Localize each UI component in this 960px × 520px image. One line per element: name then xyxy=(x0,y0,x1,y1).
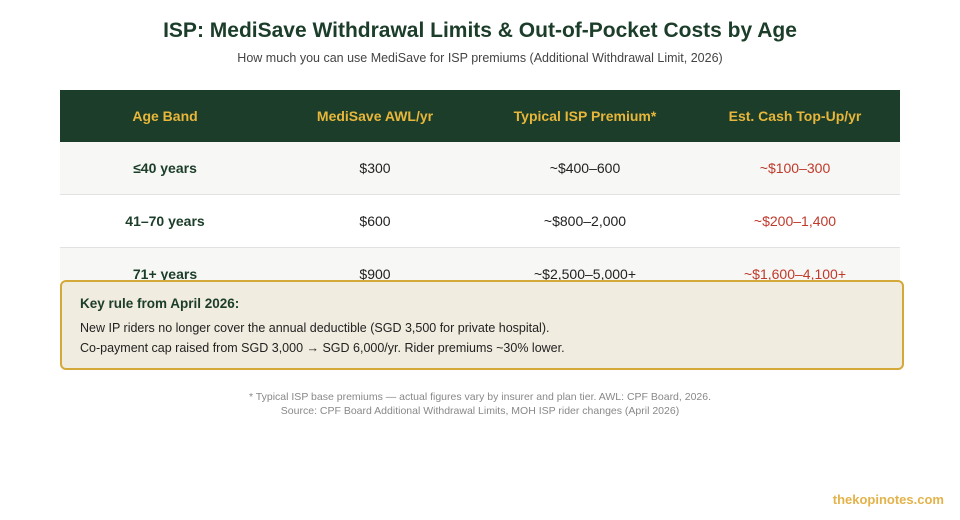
column-header-isp-premium: Typical ISP Premium* xyxy=(513,108,657,124)
brand-watermark: thekopinotes.com xyxy=(832,492,944,507)
callout-title: Key rule from April 2026: xyxy=(80,296,240,311)
column-header-age-band: Age Band xyxy=(132,108,198,124)
page-title: ISP: MediSave Withdrawal Limits & Out-of… xyxy=(163,19,797,42)
premium-cell: ~$2,500–5,000+ xyxy=(534,266,636,280)
age-band-cell: 71+ years xyxy=(132,266,198,280)
age-band-cell: 41–70 years xyxy=(125,213,205,229)
page-subtitle: How much you can use MediSave for ISP pr… xyxy=(237,51,723,65)
callout-line-deductible: New IP riders no longer cover the annual… xyxy=(80,321,550,335)
awl-cell: $900 xyxy=(359,266,391,280)
table-row: ≤40 years $300 ~$400–600 ~$100–300 xyxy=(60,142,900,195)
column-header-medisave-awl: MediSave AWL/yr xyxy=(316,108,434,124)
table-row: 41–70 years $600 ~$800–2,000 ~$200–1,400 xyxy=(60,195,900,248)
footnote: * Typical ISP base premiums — actual fig… xyxy=(0,390,960,418)
premium-cell: ~$400–600 xyxy=(549,160,621,176)
premium-cell: ~$800–2,000 xyxy=(543,213,627,229)
cash-top-up-cell: ~$100–300 xyxy=(759,160,831,176)
withdrawal-table: Age Band MediSave AWL/yr Typical ISP Pre… xyxy=(60,90,900,280)
awl-cell: $300 xyxy=(359,160,391,176)
footnote-line-source: Source: CPF Board Additional Withdrawal … xyxy=(280,405,680,417)
table-row: 71+ years $900 ~$2,500–5,000+ ~$1,600–4,… xyxy=(60,248,900,280)
cash-top-up-cell: ~$200–1,400 xyxy=(753,213,837,229)
cash-top-up-cell: ~$1,600–4,100+ xyxy=(744,266,846,280)
age-band-cell: ≤40 years xyxy=(133,160,197,176)
key-rule-callout: Key rule from April 2026: New IP riders … xyxy=(60,280,904,370)
table-header-row: Age Band MediSave AWL/yr Typical ISP Pre… xyxy=(60,90,900,142)
column-header-cash-top-up: Est. Cash Top-Up/yr xyxy=(728,108,862,124)
awl-cell: $600 xyxy=(359,213,391,229)
footnote-line-premiums: * Typical ISP base premiums — actual fig… xyxy=(248,391,712,403)
callout-line-copayment: Co-payment cap raised from SGD 3,000 → S… xyxy=(80,341,565,355)
